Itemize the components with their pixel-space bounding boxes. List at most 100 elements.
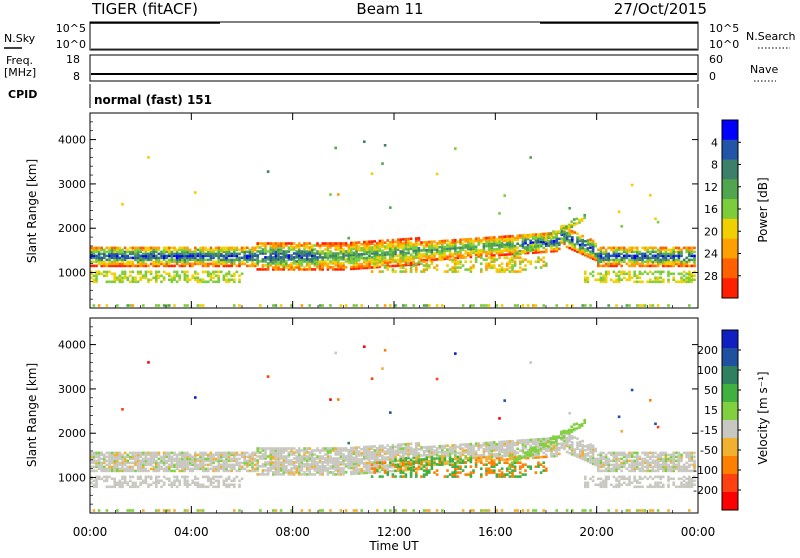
data-cell	[402, 256, 405, 259]
data-cell	[316, 250, 319, 253]
data-cell	[163, 304, 166, 307]
data-cell	[641, 304, 644, 307]
data-cell	[529, 156, 532, 159]
data-cell	[672, 273, 675, 276]
data-cell	[293, 266, 296, 269]
data-cell	[358, 263, 361, 266]
data-cell	[324, 447, 327, 450]
data-cell	[527, 260, 530, 263]
data-cell	[514, 442, 517, 445]
data-cell	[518, 253, 521, 256]
data-cell	[217, 452, 220, 455]
data-cell	[498, 473, 501, 476]
data-cell	[126, 304, 129, 307]
data-cell	[633, 271, 636, 274]
data-cell	[212, 454, 215, 457]
data-cell	[524, 264, 527, 267]
data-cell	[132, 277, 135, 280]
data-cell	[230, 458, 233, 461]
data-cell	[480, 256, 483, 259]
data-cell	[204, 259, 207, 262]
data-cell	[142, 509, 145, 512]
data-cell	[519, 465, 522, 468]
data-cell	[100, 253, 103, 256]
data-cell	[228, 470, 231, 473]
data-cell	[111, 247, 114, 250]
data-cell	[467, 443, 470, 446]
data-cell	[168, 247, 171, 250]
data-cell	[204, 271, 207, 274]
data-cell	[514, 465, 517, 468]
data-cell	[230, 279, 233, 282]
data-cell	[363, 241, 366, 244]
data-cell	[534, 243, 537, 246]
data-cell	[412, 509, 415, 512]
data-cell	[524, 234, 527, 237]
data-cell	[457, 251, 460, 254]
data-cell	[311, 473, 314, 476]
data-cell	[594, 253, 597, 256]
data-cell	[407, 443, 410, 446]
data-cell	[243, 263, 246, 266]
data-cell	[282, 447, 285, 450]
data-cell	[303, 266, 306, 269]
data-cell	[137, 247, 140, 250]
data-cell	[186, 476, 189, 479]
colorbar-swatch	[722, 239, 738, 259]
data-cell	[119, 480, 122, 483]
data-cell	[652, 255, 655, 258]
data-cell	[628, 255, 631, 258]
data-cell	[584, 304, 587, 307]
data-cell	[496, 443, 499, 446]
data-cell	[457, 465, 460, 468]
data-cell	[462, 304, 465, 307]
data-cell	[667, 271, 670, 274]
data-cell	[516, 235, 519, 238]
data-cell	[446, 475, 449, 478]
data-cell	[496, 304, 499, 307]
data-cell	[693, 255, 696, 258]
data-cell	[524, 250, 527, 253]
data-cell	[511, 469, 514, 472]
data-cell	[262, 242, 265, 245]
data-cell	[680, 261, 683, 264]
data-cell	[535, 471, 538, 474]
data-cell	[150, 468, 153, 471]
data-cell	[243, 468, 246, 471]
data-cell	[386, 471, 389, 474]
data-cell	[327, 242, 330, 245]
data-cell	[186, 275, 189, 278]
data-cell	[93, 509, 96, 512]
data-cell	[410, 447, 413, 450]
data-cell	[199, 279, 202, 282]
data-cell	[402, 469, 405, 472]
data-cell	[204, 468, 207, 471]
data-cell	[139, 277, 142, 280]
data-cell	[418, 442, 421, 445]
data-cell	[173, 458, 176, 461]
data-cell	[516, 304, 519, 307]
data-cell	[155, 271, 158, 274]
data-cell	[215, 486, 218, 489]
data-cell	[405, 443, 408, 446]
data-cell	[246, 251, 249, 254]
data-cell	[124, 271, 127, 274]
data-cell	[158, 462, 161, 465]
data-cell	[379, 260, 382, 263]
data-cell	[256, 268, 259, 271]
data-cell	[337, 193, 340, 196]
data-cell	[256, 455, 259, 458]
data-cell	[524, 258, 527, 261]
data-cell	[397, 254, 400, 257]
data-cell	[308, 258, 311, 261]
data-cell	[405, 238, 408, 241]
data-cell	[501, 441, 504, 444]
data-cell	[319, 304, 322, 307]
data-cell	[98, 509, 101, 512]
data-cell	[329, 455, 332, 458]
data-cell	[667, 259, 670, 262]
data-cell	[308, 242, 311, 245]
data-cell	[280, 242, 283, 245]
data-cell	[457, 260, 460, 263]
data-cell	[529, 260, 532, 263]
